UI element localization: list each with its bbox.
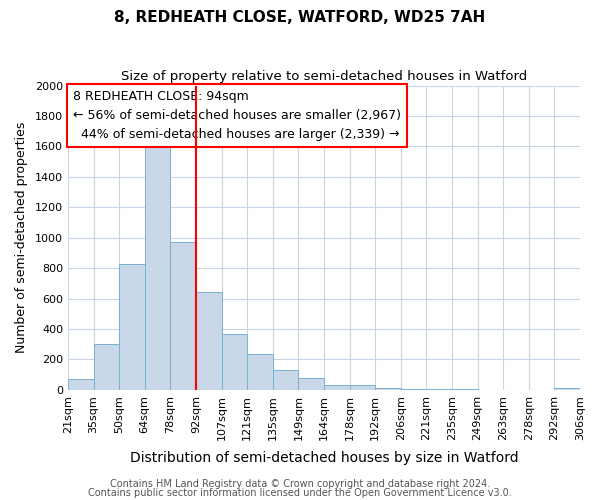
Y-axis label: Number of semi-detached properties: Number of semi-detached properties	[15, 122, 28, 354]
Bar	[196, 292, 221, 390]
Bar	[427, 389, 452, 390]
Bar	[554, 388, 580, 390]
Bar	[145, 144, 170, 390]
Bar	[452, 389, 478, 390]
Bar	[324, 384, 350, 390]
Bar	[247, 354, 273, 390]
Bar	[221, 334, 247, 390]
Text: 8 REDHEATH CLOSE: 94sqm
← 56% of semi-detached houses are smaller (2,967)
  44% : 8 REDHEATH CLOSE: 94sqm ← 56% of semi-de…	[73, 90, 401, 141]
Bar	[94, 344, 119, 390]
Text: 8, REDHEATH CLOSE, WATFORD, WD25 7AH: 8, REDHEATH CLOSE, WATFORD, WD25 7AH	[115, 10, 485, 25]
Bar	[298, 378, 324, 390]
Bar	[68, 380, 94, 390]
Bar	[170, 242, 196, 390]
Text: Contains public sector information licensed under the Open Government Licence v3: Contains public sector information licen…	[88, 488, 512, 498]
Text: Contains HM Land Registry data © Crown copyright and database right 2024.: Contains HM Land Registry data © Crown c…	[110, 479, 490, 489]
X-axis label: Distribution of semi-detached houses by size in Watford: Distribution of semi-detached houses by …	[130, 451, 518, 465]
Bar	[273, 370, 298, 390]
Title: Size of property relative to semi-detached houses in Watford: Size of property relative to semi-detach…	[121, 70, 527, 83]
Bar	[401, 389, 427, 390]
Bar	[119, 264, 145, 390]
Bar	[350, 386, 375, 390]
Bar	[375, 388, 401, 390]
